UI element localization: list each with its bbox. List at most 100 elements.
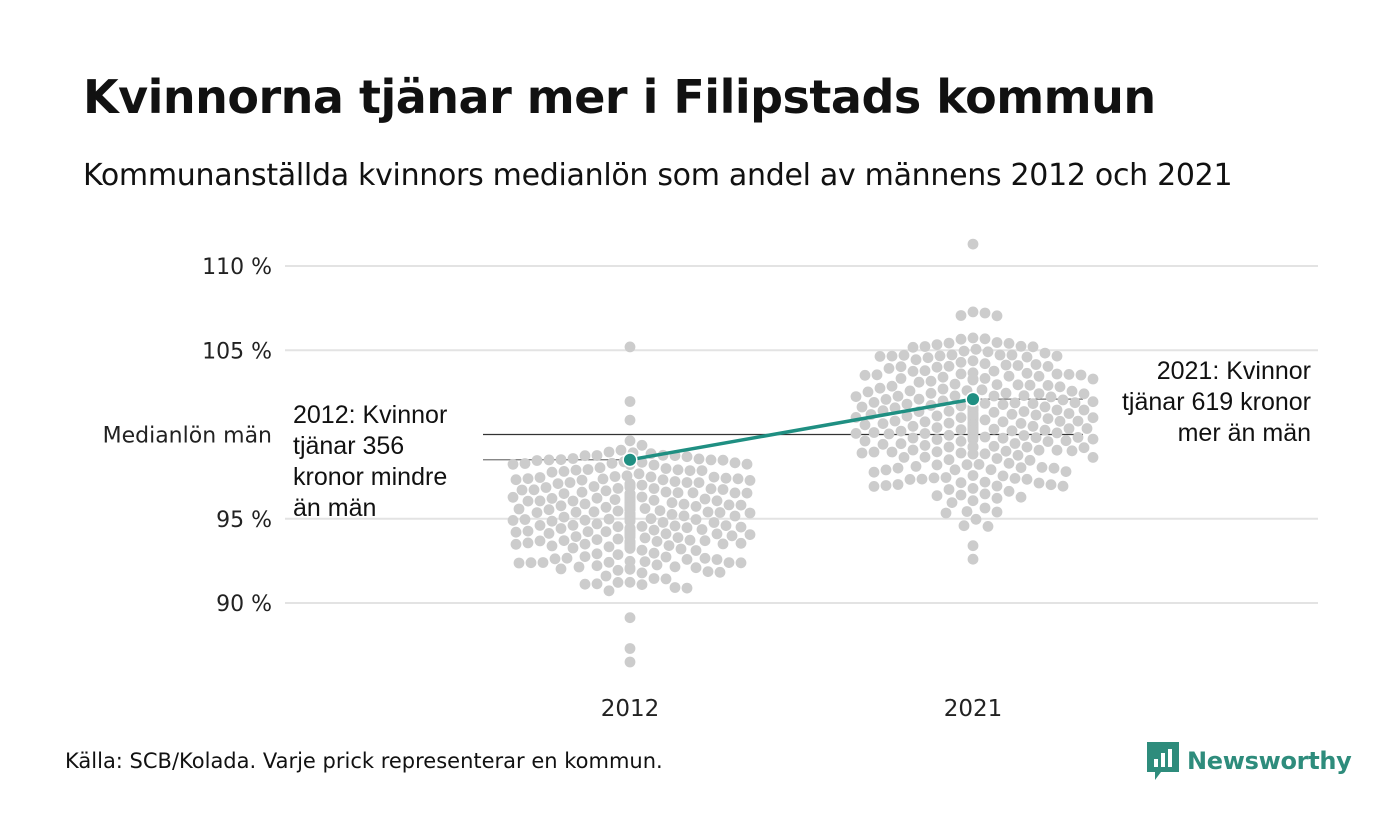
municipality-dot xyxy=(1054,381,1066,393)
municipality-dot xyxy=(579,514,591,526)
municipality-dot xyxy=(663,540,675,551)
municipality-dot xyxy=(690,501,702,512)
municipality-dot xyxy=(555,563,567,575)
municipality-dot xyxy=(883,428,895,440)
municipality-dot xyxy=(1009,438,1021,449)
municipality-dot xyxy=(591,578,603,590)
municipality-dot xyxy=(1021,441,1033,453)
municipality-dot xyxy=(892,479,904,490)
municipality-dot xyxy=(967,448,979,460)
municipality-dot xyxy=(1069,397,1081,409)
municipality-dot xyxy=(735,537,747,549)
municipality-dot xyxy=(931,361,943,373)
municipality-dot xyxy=(591,534,603,545)
municipality-dot xyxy=(567,453,579,464)
municipality-dot xyxy=(946,349,958,361)
municipality-dot xyxy=(522,495,534,507)
municipality-dot xyxy=(943,417,955,429)
municipality-dot xyxy=(886,350,898,362)
municipality-dot xyxy=(1051,427,1063,439)
municipality-dot xyxy=(507,515,519,526)
municipality-dot xyxy=(979,358,991,370)
municipality-dot xyxy=(654,505,666,516)
municipality-dot xyxy=(546,515,558,527)
municipality-dot xyxy=(669,476,681,487)
municipality-dot xyxy=(534,535,546,547)
municipality-dot xyxy=(729,487,741,499)
annotation-line: kronor mindre xyxy=(293,463,447,491)
municipality-dot xyxy=(988,365,1000,377)
municipality-dot xyxy=(1030,359,1042,370)
municipality-dot xyxy=(925,375,937,387)
municipality-dot xyxy=(868,466,880,478)
municipality-dot xyxy=(564,477,576,488)
municipality-dot xyxy=(657,474,669,486)
municipality-dot xyxy=(931,339,943,350)
municipality-dot xyxy=(519,514,531,525)
municipality-dot xyxy=(624,643,636,654)
municipality-dot xyxy=(955,447,967,459)
municipality-dot xyxy=(1024,454,1036,466)
municipality-dot xyxy=(922,352,934,364)
municipality-dot xyxy=(714,566,726,578)
municipality-dot xyxy=(714,507,726,518)
municipality-dot xyxy=(913,376,925,388)
municipality-dot xyxy=(534,472,546,483)
municipality-dot xyxy=(648,459,660,471)
municipality-dot xyxy=(558,535,570,546)
municipality-dot xyxy=(600,485,612,497)
municipality-dot xyxy=(931,490,943,502)
municipality-dot xyxy=(907,365,919,377)
municipality-dot xyxy=(711,528,723,540)
municipality-dot xyxy=(919,428,931,439)
municipality-dot xyxy=(979,307,991,319)
municipality-dot xyxy=(1009,473,1021,484)
municipality-dot xyxy=(693,453,705,465)
municipality-dot xyxy=(648,573,660,584)
municipality-dot xyxy=(528,484,540,496)
municipality-dot xyxy=(856,447,868,459)
municipality-dot xyxy=(1015,462,1027,473)
municipality-dot xyxy=(522,525,534,537)
municipality-dot xyxy=(925,387,937,399)
municipality-dot xyxy=(1060,466,1072,477)
municipality-dot xyxy=(555,500,567,512)
municipality-dot xyxy=(603,541,615,553)
municipality-dot xyxy=(687,487,699,499)
municipality-dot xyxy=(612,577,624,588)
municipality-dot xyxy=(549,553,561,565)
municipality-dot xyxy=(991,337,1003,348)
municipality-dot xyxy=(1051,368,1063,380)
municipality-dot xyxy=(1006,425,1018,437)
municipality-dot xyxy=(708,517,720,528)
municipality-dot xyxy=(1033,370,1045,382)
municipality-dot xyxy=(1039,424,1051,436)
newsworthy-logo-text: Newsworthy xyxy=(1187,747,1352,775)
municipality-dot xyxy=(648,524,660,536)
municipality-dot xyxy=(1027,398,1039,409)
municipality-dot xyxy=(1003,338,1015,349)
newsworthy-logo-icon xyxy=(1147,742,1179,780)
municipality-dot xyxy=(561,552,573,564)
municipality-dot xyxy=(988,423,1000,435)
municipality-dot xyxy=(949,390,961,402)
municipality-dot xyxy=(979,414,991,426)
municipality-dot xyxy=(516,484,528,496)
municipality-dot xyxy=(579,450,591,462)
municipality-dot xyxy=(1048,462,1060,474)
highlight-point xyxy=(622,452,638,468)
municipality-dot xyxy=(850,391,862,402)
municipality-dot xyxy=(979,398,991,409)
municipality-dot xyxy=(1045,479,1057,491)
municipality-dot xyxy=(994,349,1006,361)
municipality-dot xyxy=(660,486,672,498)
municipality-dot xyxy=(684,465,696,476)
municipality-dot xyxy=(660,573,672,585)
municipality-dot xyxy=(543,454,555,466)
municipality-dot xyxy=(967,540,979,552)
municipality-dot xyxy=(624,612,636,624)
municipality-dot xyxy=(660,551,672,563)
municipality-dot xyxy=(684,534,696,546)
municipality-dot xyxy=(1087,373,1099,385)
municipality-dot xyxy=(949,464,961,476)
